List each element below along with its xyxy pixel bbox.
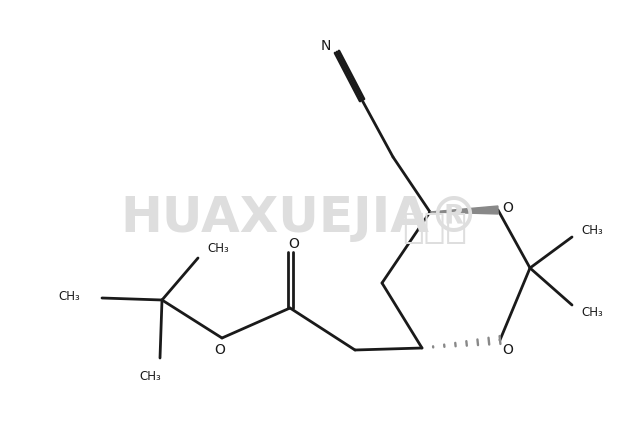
Text: CH₃: CH₃ — [58, 289, 80, 302]
Text: HUAXUEJIA®: HUAXUEJIA® — [121, 194, 479, 242]
Text: O: O — [502, 343, 514, 357]
Text: O: O — [215, 343, 225, 357]
Polygon shape — [430, 206, 498, 214]
Text: CH₃: CH₃ — [581, 306, 603, 319]
Text: CH₃: CH₃ — [581, 224, 603, 237]
Text: CH₃: CH₃ — [207, 243, 229, 256]
Text: CH₃: CH₃ — [139, 369, 161, 382]
Text: O: O — [502, 201, 514, 215]
Text: O: O — [288, 237, 300, 251]
Text: 化学加: 化学加 — [403, 211, 467, 245]
Text: N: N — [321, 39, 331, 53]
